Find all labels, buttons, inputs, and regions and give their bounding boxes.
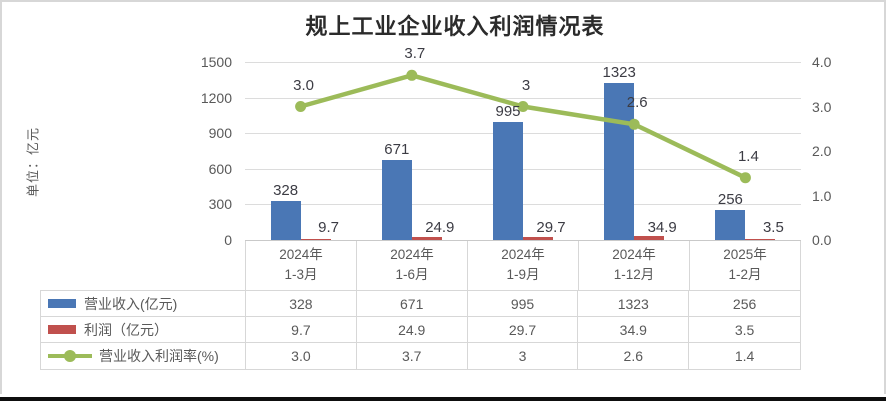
legend-cell: 营业收入(亿元) xyxy=(41,291,246,317)
gridline xyxy=(245,62,801,63)
gridline xyxy=(245,204,801,206)
revenue-bar xyxy=(604,83,635,240)
profit-bar xyxy=(634,235,665,240)
gridline xyxy=(245,97,801,99)
category-label-line: 2024年 xyxy=(390,247,434,262)
margin-value-label: 3.7 xyxy=(404,45,426,63)
primary-axis-tick: 300 xyxy=(208,196,232,213)
profit-value-label: 29.7 xyxy=(536,219,566,236)
window-bottom-edge xyxy=(0,397,886,401)
table-value-cell: 24.9 xyxy=(356,317,468,343)
window-top-edge xyxy=(0,0,886,2)
table-value-cell: 34.9 xyxy=(578,317,690,343)
revenue-bar xyxy=(270,201,301,240)
table-value-cell: 29.7 xyxy=(467,317,579,343)
category-label-line: 1-9月 xyxy=(506,267,540,282)
secondary-axis-tick: 1.0 xyxy=(812,187,832,204)
legend-label: 营业收入(亿元) xyxy=(84,295,178,312)
category-label-line: 2025年 xyxy=(723,247,767,262)
secondary-axis-tick: 2.0 xyxy=(812,143,832,159)
profit-value-label: 3.5 xyxy=(762,219,784,236)
revenue-bar xyxy=(715,209,746,240)
margin-value-label: 3.0 xyxy=(293,76,315,94)
revenue-value-label: 995 xyxy=(495,102,521,120)
table-value-cell: 1.4 xyxy=(734,348,755,364)
category-label-line: 1-6月 xyxy=(395,267,429,282)
profit-bar xyxy=(300,238,331,240)
gridline xyxy=(245,168,801,170)
category-cell: 2025年 1-2月 xyxy=(689,241,801,290)
profit-margin-line xyxy=(295,69,751,184)
secondary-axis-tick: 3.0 xyxy=(812,98,832,115)
secondary-axis-tick: 0.0 xyxy=(812,232,832,248)
table-value-cell: 995 xyxy=(467,291,579,317)
chart-title: 规上工业企业收入利润情况表 xyxy=(305,14,605,39)
table-value-cell: 3.0 xyxy=(246,343,357,369)
table-value-cell: 3.7 xyxy=(357,343,468,369)
category-cell: 2024年 1-9月 xyxy=(467,241,578,290)
profit-value-label: 9.7 xyxy=(318,219,340,236)
line-marker xyxy=(628,118,640,130)
legend-label: 营业收入利润率(%) xyxy=(99,348,219,364)
primary-axis-tick: 900 xyxy=(208,125,232,142)
data-table: 营业收入(亿元) 328 671 995 1323 256 利润（亿元） 9.7 24.9 29.… xyxy=(40,290,801,370)
margin-value-label: 3 xyxy=(521,76,531,94)
line-marker xyxy=(517,101,529,112)
revenue-value-label: 1323 xyxy=(602,64,636,81)
category-label-line: 1-12月 xyxy=(613,267,655,282)
legend-cell: 利润（亿元） xyxy=(41,317,246,343)
category-label-line: 2024年 xyxy=(501,247,545,262)
profit-bar xyxy=(523,236,553,240)
profit-value-label: 34.9 xyxy=(647,219,677,236)
profit-bar xyxy=(745,238,776,240)
gridline xyxy=(245,133,801,135)
legend-swatch-bar xyxy=(48,299,76,308)
table-value-cell: 1323 xyxy=(578,291,690,317)
category-cell: 2024年 1-6月 xyxy=(356,241,467,290)
line-marker xyxy=(406,69,418,81)
table-value-cell: 3 xyxy=(468,343,579,369)
category-label-line: 2024年 xyxy=(279,247,323,262)
category-label-line: 1-2月 xyxy=(728,267,762,282)
table-value-cell: 328 xyxy=(246,291,357,317)
legend-cell: 营业收入利润率(%) xyxy=(41,343,246,369)
category-label-line: 2024年 xyxy=(612,247,656,262)
legend-swatch-line xyxy=(48,350,92,362)
table-value-cell: 3.5 xyxy=(689,317,800,343)
category-axis-row: 2024年 1-3月 2024年 1-6月 2024年 1-9月 2024年 1-12月 202… xyxy=(245,240,801,290)
line-marker xyxy=(739,172,751,184)
line-marker xyxy=(295,101,307,112)
table-value-cell: 9.7 xyxy=(246,317,357,343)
legend-label: 利润（亿元） xyxy=(84,321,168,338)
profit-bar xyxy=(411,237,442,240)
margin-value-label: 1.4 xyxy=(737,147,759,165)
category-cell: 2024年 1-3月 xyxy=(245,241,356,290)
revenue-bar xyxy=(493,121,523,240)
revenue-value-label: 328 xyxy=(273,182,299,200)
category-cell: 2024年 1-12月 xyxy=(578,241,689,290)
revenue-bar xyxy=(381,160,412,240)
revenue-value-label: 671 xyxy=(384,141,410,159)
profit-value-label: 24.9 xyxy=(425,219,455,236)
primary-axis-tick: 0 xyxy=(224,232,232,248)
table-value-cell: 256 xyxy=(689,291,800,317)
primary-axis-tick: 1500 xyxy=(200,54,232,70)
legend-line-marker xyxy=(64,350,76,362)
legend-swatch-bar xyxy=(48,325,76,334)
primary-axis-tick: 600 xyxy=(208,160,232,177)
margin-value-label: 2.6 xyxy=(626,94,648,112)
window-right-edge xyxy=(884,0,886,394)
table-value-cell: 671 xyxy=(356,291,468,317)
window-left-edge xyxy=(0,0,2,394)
secondary-axis-tick: 4.0 xyxy=(812,54,832,70)
table-value-cell: 2.6 xyxy=(578,343,690,369)
revenue-value-label: 256 xyxy=(717,190,743,208)
category-label-line: 1-3月 xyxy=(284,267,318,282)
primary-axis-tick: 1200 xyxy=(200,89,232,106)
primary-axis-unit-label: 单位：亿元 xyxy=(25,127,41,198)
